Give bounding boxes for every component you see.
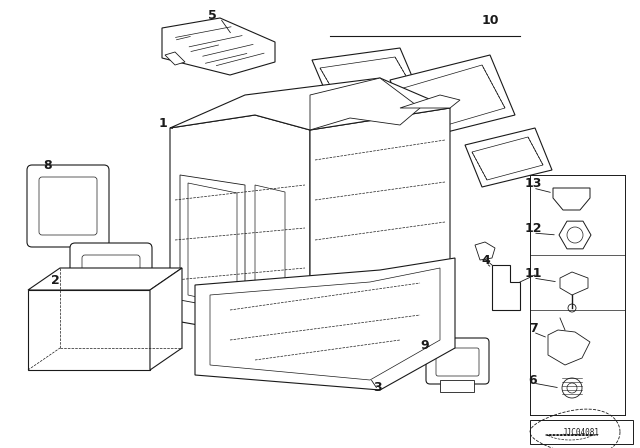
Polygon shape — [310, 108, 450, 305]
Text: 5: 5 — [207, 9, 216, 22]
Polygon shape — [400, 95, 460, 108]
Polygon shape — [492, 265, 520, 310]
Polygon shape — [548, 330, 590, 365]
Polygon shape — [180, 175, 245, 312]
Polygon shape — [165, 52, 185, 65]
FancyBboxPatch shape — [426, 338, 489, 384]
Polygon shape — [28, 268, 182, 290]
Text: 2: 2 — [51, 273, 60, 287]
Text: 3: 3 — [374, 380, 382, 393]
Polygon shape — [560, 272, 588, 295]
Text: 13: 13 — [524, 177, 541, 190]
Text: JJC04081: JJC04081 — [563, 427, 600, 436]
Polygon shape — [28, 290, 150, 370]
Text: 12: 12 — [524, 221, 541, 234]
Text: 11: 11 — [524, 267, 541, 280]
Polygon shape — [440, 380, 474, 392]
Polygon shape — [390, 55, 515, 140]
Polygon shape — [150, 268, 182, 370]
Bar — [530, 420, 633, 444]
Text: 8: 8 — [44, 159, 52, 172]
Polygon shape — [465, 128, 552, 187]
Polygon shape — [312, 48, 420, 107]
Polygon shape — [475, 242, 495, 260]
Polygon shape — [310, 78, 420, 130]
Text: 10: 10 — [481, 13, 499, 26]
Text: 4: 4 — [482, 254, 490, 267]
Polygon shape — [170, 78, 450, 130]
Text: 7: 7 — [529, 322, 538, 335]
Polygon shape — [553, 188, 590, 210]
Polygon shape — [170, 115, 310, 335]
FancyBboxPatch shape — [70, 243, 152, 325]
Text: 1: 1 — [159, 116, 168, 129]
Text: 6: 6 — [529, 374, 538, 387]
Text: 9: 9 — [420, 339, 429, 352]
Polygon shape — [195, 258, 455, 390]
FancyBboxPatch shape — [27, 165, 109, 247]
Polygon shape — [162, 18, 275, 75]
Polygon shape — [290, 278, 410, 335]
